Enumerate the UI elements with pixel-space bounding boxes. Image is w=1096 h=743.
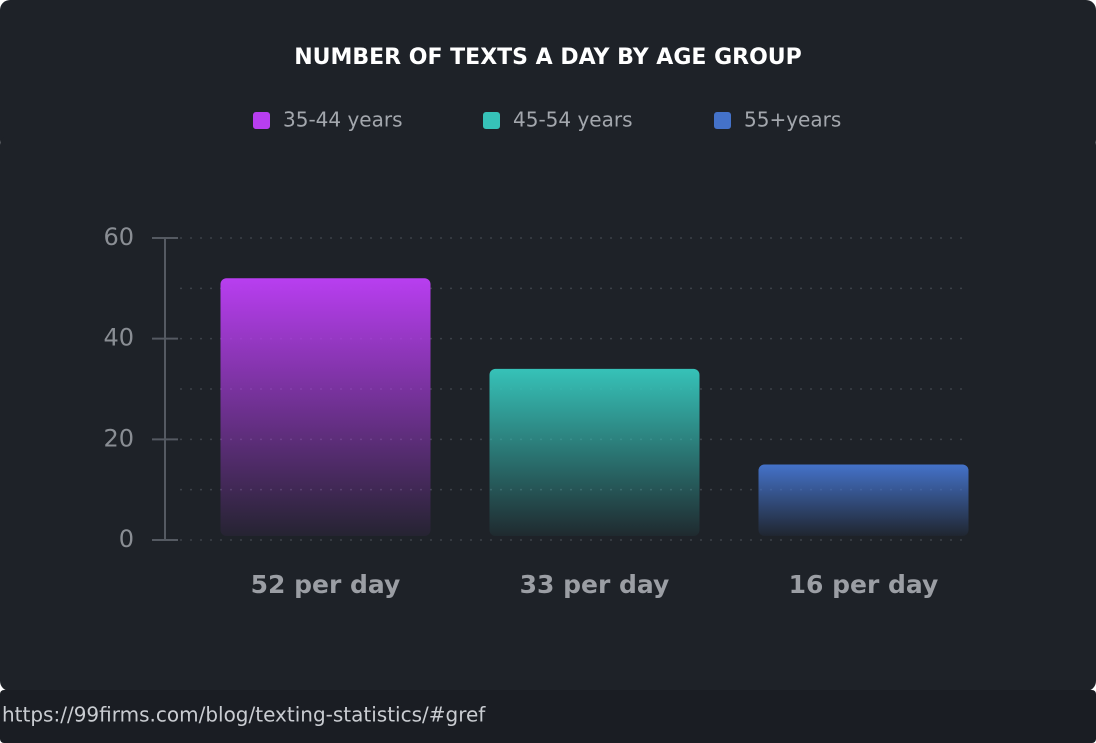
bar: [758, 464, 969, 536]
legend-swatch: [714, 112, 731, 129]
legend-label: 55+years: [744, 108, 841, 132]
chart-title: NUMBER OF TEXTS A DAY BY AGE GROUP: [294, 45, 802, 70]
source-link[interactable]: https://99firms.com/blog/texting-statist…: [2, 703, 486, 727]
bar: [489, 368, 700, 536]
x-tick-label: 33 per day: [520, 570, 670, 599]
source-strip: [0, 690, 1096, 743]
legend-label: 35-44 years: [283, 108, 403, 132]
bar: [220, 278, 431, 536]
header-panel: [0, 0, 1096, 150]
y-tick-label: 60: [103, 223, 134, 251]
legend-swatch: [483, 112, 500, 129]
legend-label: 45-54 years: [513, 108, 633, 132]
x-tick-label: 52 per day: [251, 570, 401, 599]
x-tick-label: 16 per day: [789, 570, 939, 599]
legend-swatch: [253, 112, 270, 129]
y-tick-label: 40: [103, 324, 134, 352]
y-tick-label: 20: [103, 424, 134, 452]
y-tick-label: 0: [119, 525, 134, 553]
